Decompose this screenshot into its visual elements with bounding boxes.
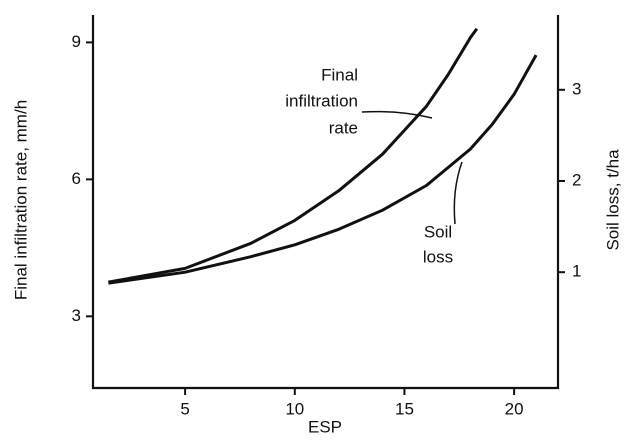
y-tick-label: 9 xyxy=(72,32,81,51)
x-tick-label: 10 xyxy=(285,399,304,418)
annotation: Soil xyxy=(424,222,452,241)
y2-tick-label: 2 xyxy=(572,170,581,189)
axes-frame xyxy=(91,15,560,390)
y2-axis-label: Soil loss, t/ha xyxy=(603,149,622,251)
x-tick-label: 5 xyxy=(180,399,189,418)
y-axis-label: Final infiltration rate, mm/h xyxy=(11,100,30,300)
annotation: Final xyxy=(321,65,358,84)
x-axis-label: ESP xyxy=(308,417,342,436)
line-series xyxy=(108,27,479,284)
x-tick-label: 20 xyxy=(505,399,524,418)
y2-tick-label: 3 xyxy=(572,79,581,98)
leader-line xyxy=(453,161,463,225)
x-tick-label: 15 xyxy=(395,399,414,418)
leader-line xyxy=(361,110,433,119)
line-series xyxy=(108,54,538,285)
y2-tick-label: 1 xyxy=(572,262,581,281)
annotation: rate xyxy=(329,118,358,137)
y-tick-label: 3 xyxy=(72,306,81,325)
annotation: infiltration xyxy=(285,91,358,110)
y-tick-label: 6 xyxy=(72,169,81,188)
annotation: loss xyxy=(423,247,453,266)
